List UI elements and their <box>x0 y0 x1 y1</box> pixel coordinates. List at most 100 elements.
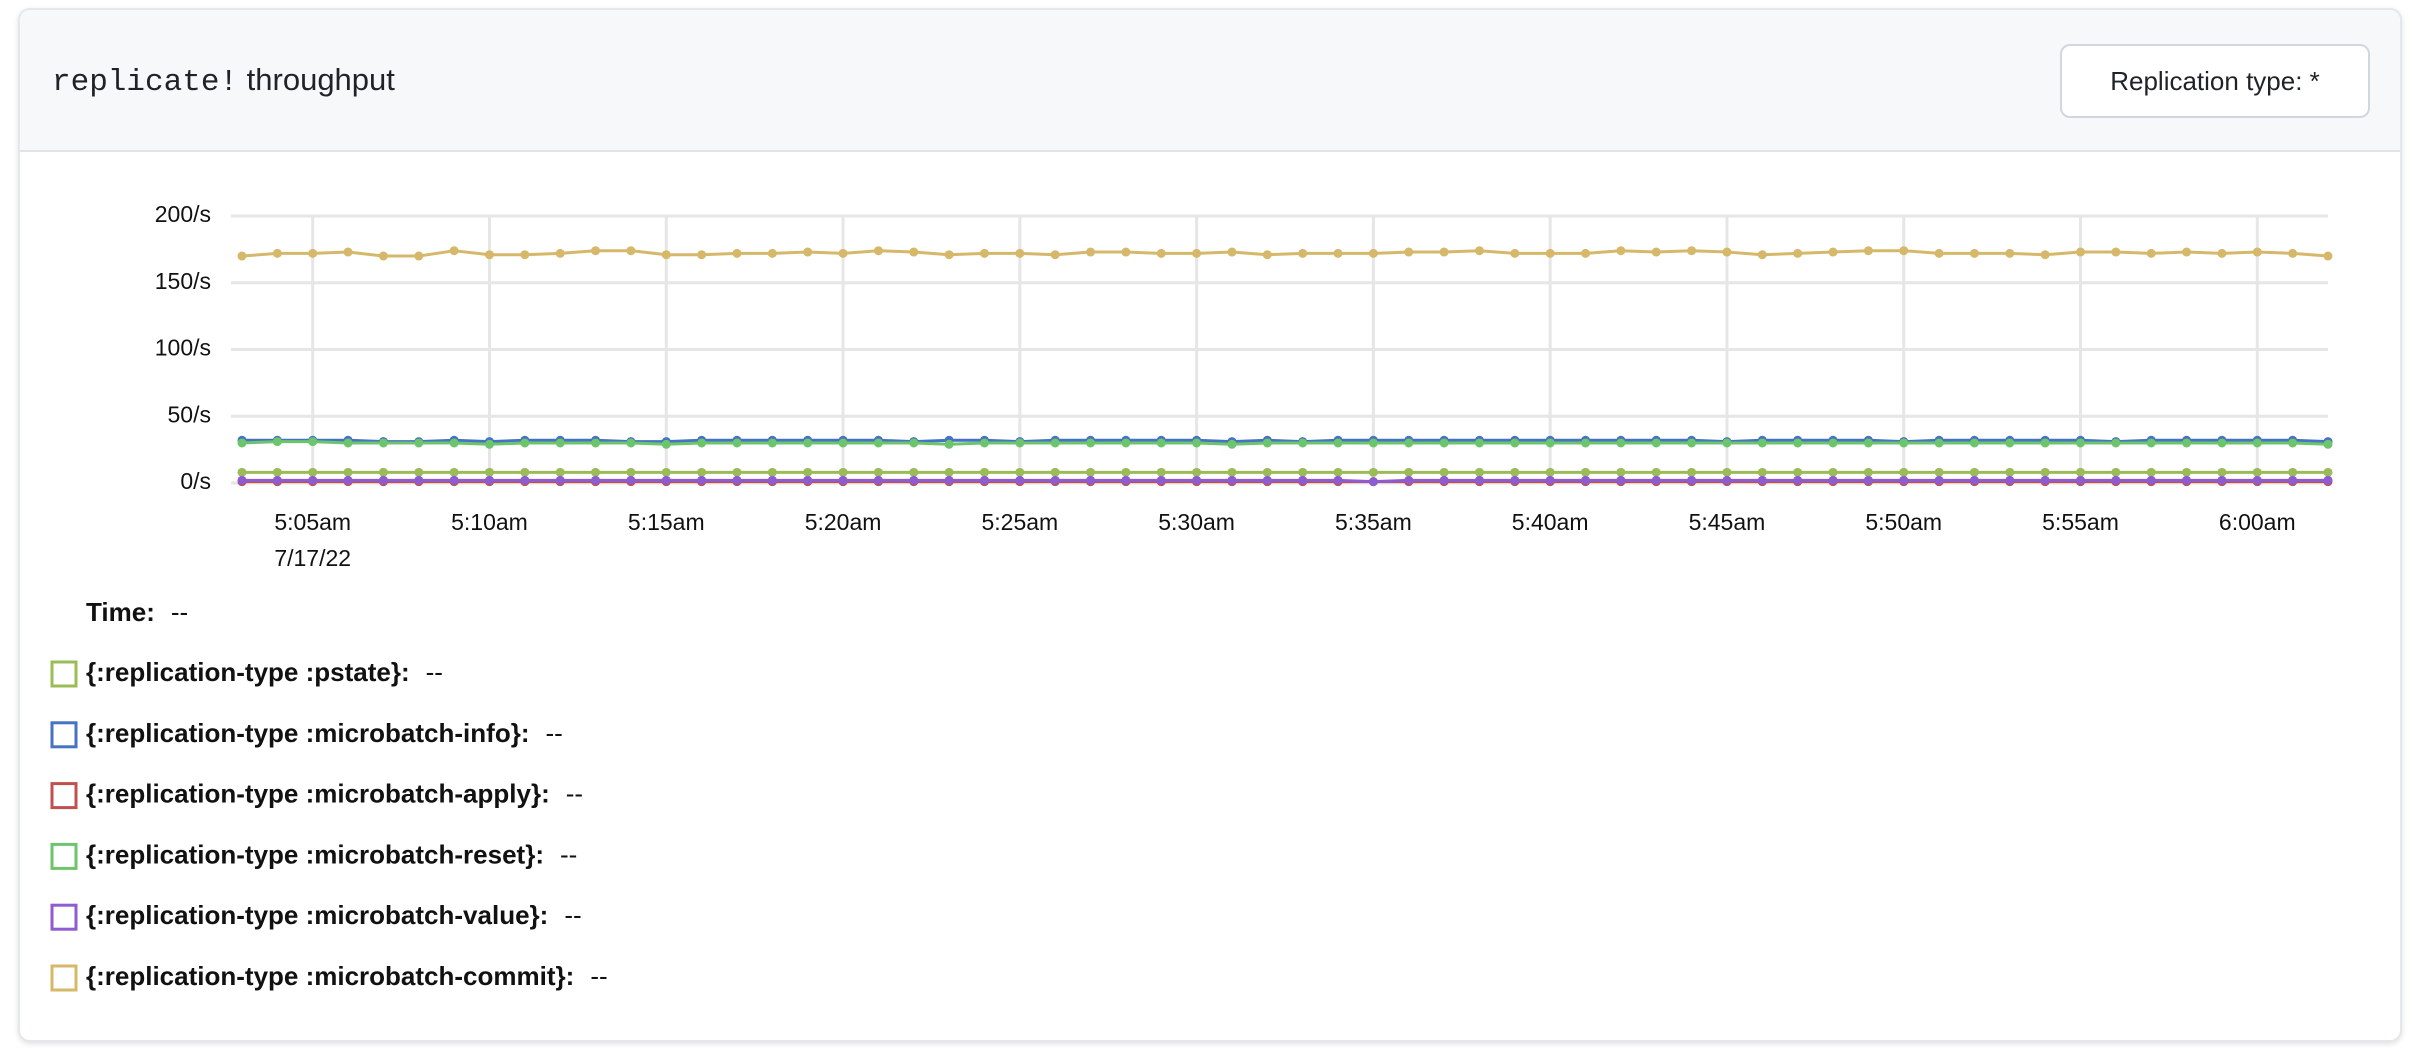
legend-name: {:replication-type :microbatch-value} <box>86 900 540 930</box>
data-point <box>909 467 919 477</box>
data-point <box>1368 477 1378 487</box>
data-point <box>1863 475 1873 485</box>
data-point <box>1616 475 1626 485</box>
legend-name: {:replication-type :microbatch-reset} <box>86 839 535 869</box>
data-point <box>2111 475 2121 485</box>
data-point <box>555 248 565 258</box>
data-point <box>1121 475 1131 485</box>
legend-value: -- <box>590 961 607 991</box>
data-point <box>308 475 318 485</box>
data-point <box>1086 247 1096 257</box>
data-point <box>2040 438 2050 448</box>
data-point <box>2146 248 2156 258</box>
data-point <box>1368 248 1378 258</box>
data-point <box>1581 467 1591 477</box>
data-point <box>873 246 883 256</box>
data-point <box>2111 247 2121 257</box>
data-point <box>2076 247 2086 257</box>
data-point <box>484 439 494 449</box>
data-point <box>838 475 848 485</box>
y-tick-label: 150/s <box>155 268 211 294</box>
data-point <box>1156 438 1166 448</box>
data-point <box>838 438 848 448</box>
x-tick-label: 6:00am <box>2219 509 2296 535</box>
data-point <box>2182 438 2192 448</box>
legend-name: {:replication-type :microbatch-commit} <box>86 961 566 991</box>
data-point <box>2252 438 2262 448</box>
data-point <box>838 467 848 477</box>
data-point <box>2288 467 2298 477</box>
data-point <box>803 475 813 485</box>
legend-name: {:replication-type :microbatch-info} <box>86 718 521 748</box>
data-point <box>1192 438 1202 448</box>
data-point <box>2252 475 2262 485</box>
legend-entry: {:replication-type :microbatch-apply}: -- <box>86 778 583 808</box>
legend-name: {:replication-type :pstate} <box>86 657 401 687</box>
x-tick-label: 5:10am <box>451 509 528 535</box>
data-point <box>1510 248 1520 258</box>
legend-entry: {:replication-type :microbatch-reset}: -- <box>86 839 577 869</box>
data-point <box>1086 467 1096 477</box>
data-point <box>2076 438 2086 448</box>
x-tick-label: 5:25am <box>981 509 1058 535</box>
data-point <box>1474 438 1484 448</box>
legend-separator: : <box>566 961 575 991</box>
data-point <box>626 475 636 485</box>
data-point <box>1404 467 1414 477</box>
x-tick-label: 5:15am <box>628 509 705 535</box>
data-point <box>732 248 742 258</box>
data-point <box>1474 475 1484 485</box>
series-line <box>241 440 2329 446</box>
data-point <box>2217 475 2227 485</box>
data-point <box>1404 475 1414 485</box>
data-point <box>2111 438 2121 448</box>
data-point <box>2146 467 2156 477</box>
data-point <box>1899 467 1909 477</box>
data-point <box>1333 467 1343 477</box>
data-point <box>1050 438 1060 448</box>
data-point <box>2252 247 2262 257</box>
data-point <box>944 250 954 260</box>
data-point <box>626 467 636 477</box>
data-point <box>555 467 565 477</box>
data-point <box>484 475 494 485</box>
data-point <box>1687 475 1697 485</box>
data-point <box>1969 438 1979 448</box>
data-point <box>1121 247 1131 257</box>
x-tick-label: 5:55am <box>2042 509 2119 535</box>
filter-button[interactable]: Replication type: * <box>2060 44 2370 118</box>
data-point <box>449 475 459 485</box>
data-point <box>1156 248 1166 258</box>
x-tick-label: 5:20am <box>805 509 882 535</box>
data-point <box>1050 250 1060 260</box>
data-point <box>661 439 671 449</box>
data-point <box>1262 438 1272 448</box>
data-point <box>873 438 883 448</box>
series-line <box>242 438 2329 444</box>
data-point <box>520 475 530 485</box>
data-point <box>449 438 459 448</box>
data-point <box>803 247 813 257</box>
data-point <box>591 467 601 477</box>
data-point <box>1828 247 1838 257</box>
data-point <box>1227 475 1237 485</box>
legend-value: -- <box>426 657 443 687</box>
data-point <box>520 250 530 260</box>
data-point <box>1121 438 1131 448</box>
data-point <box>1687 438 1697 448</box>
data-point <box>767 467 777 477</box>
data-point <box>591 475 601 485</box>
data-point <box>1651 247 1661 257</box>
data-point <box>378 251 388 261</box>
data-point <box>732 475 742 485</box>
data-point <box>1793 438 1803 448</box>
y-tick-label: 0/s <box>180 468 211 494</box>
legend-entry: {:replication-type :microbatch-info}: -- <box>86 718 563 748</box>
data-point <box>1934 248 1944 258</box>
panel: replicate! throughput Replication type: … <box>18 8 2402 1042</box>
data-point <box>1934 438 1944 448</box>
data-point <box>1757 467 1767 477</box>
legend-value: -- <box>564 900 581 930</box>
